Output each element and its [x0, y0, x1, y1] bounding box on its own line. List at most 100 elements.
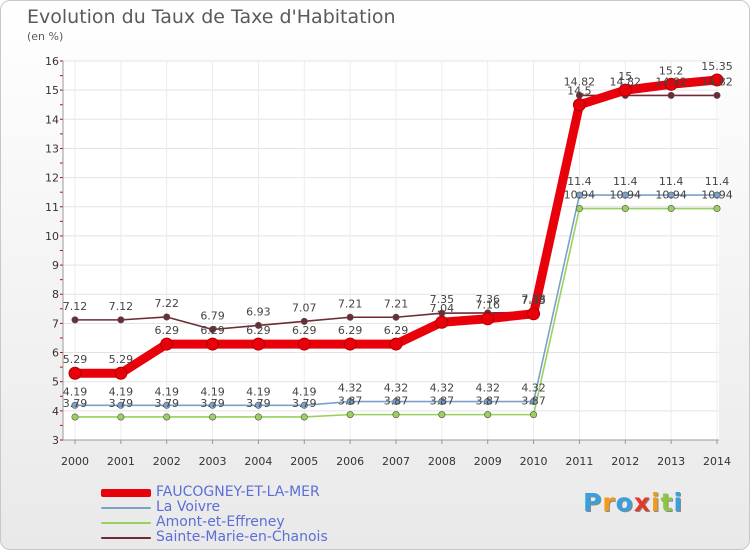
y-tick-label: 14	[45, 113, 59, 126]
data-label-amont-et-effreney: 3.79	[154, 397, 179, 410]
legend-swatch-amont	[101, 522, 151, 524]
data-label-faucogney-et-la-mer: 6.29	[200, 324, 225, 337]
data-label-sainte-marie-en-chanois: 14.82	[701, 75, 733, 88]
logo-letter: o	[615, 488, 634, 517]
data-label-amont-et-effreney: 3.87	[521, 395, 546, 408]
logo-letter: t	[660, 488, 674, 517]
data-point-amont-et-effreney	[713, 205, 721, 213]
data-point-amont-et-effreney	[575, 205, 583, 213]
data-label-la-voivre: 4.19	[200, 385, 225, 398]
data-point-la-voivre	[667, 191, 675, 199]
y-tick-label: 13	[45, 142, 59, 155]
data-label-la-voivre: 4.32	[384, 382, 409, 395]
data-label-la-voivre: 11.4	[705, 175, 730, 188]
data-label-layer: 5.29 5.29 6.29 6.29 6.29 6.29 6.29 6.29 7.04 7.16…	[63, 60, 733, 410]
data-point-amont-et-effreney	[163, 413, 171, 421]
x-tick-label: 2001	[107, 455, 135, 468]
y-tick-label: 5	[52, 376, 59, 389]
y-tick-label: 3	[52, 434, 59, 447]
data-label-sainte-marie-en-chanois: 14.82	[564, 75, 596, 88]
data-point-la-voivre	[209, 401, 217, 409]
data-label-amont-et-effreney: 10.94	[701, 189, 733, 202]
logo-letter: i	[673, 488, 684, 517]
data-label-sainte-marie-en-chanois: 6.93	[246, 305, 271, 318]
x-tick-label: 2000	[61, 455, 89, 468]
data-point-amont-et-effreney	[71, 413, 79, 421]
data-label-sainte-marie-en-chanois: 6.79	[200, 310, 225, 323]
y-axis-unit-label: (en %)	[27, 30, 64, 43]
data-label-faucogney-et-la-mer: 6.29	[384, 324, 409, 337]
x-tick-label: 2013	[657, 455, 685, 468]
data-point-sainte-marie-en-chanois	[71, 316, 79, 324]
data-label-amont-et-effreney: 3.79	[109, 397, 134, 410]
data-point-amont-et-effreney	[300, 413, 308, 421]
data-point-la-voivre	[346, 398, 354, 406]
x-tick-label: 2006	[336, 455, 364, 468]
data-label-faucogney-et-la-mer: 15	[618, 70, 632, 83]
data-point-faucogney-et-la-mer	[618, 83, 632, 97]
data-point-la-voivre	[300, 401, 308, 409]
data-label-amont-et-effreney: 3.87	[475, 395, 500, 408]
data-label-faucogney-et-la-mer: 6.29	[338, 324, 363, 337]
legend-swatch-sainte-marie	[101, 537, 151, 539]
data-label-sainte-marie-en-chanois: 7.36	[475, 293, 500, 306]
x-tick-label: 2011	[565, 455, 593, 468]
data-point-sainte-marie-en-chanois	[667, 91, 675, 99]
data-point-faucogney-et-la-mer	[297, 337, 311, 351]
data-point-faucogney-et-la-mer	[251, 337, 265, 351]
data-point-faucogney-et-la-mer	[160, 337, 174, 351]
data-label-amont-et-effreney: 3.79	[292, 397, 317, 410]
data-label-sainte-marie-en-chanois: 7.38	[521, 292, 546, 305]
y-tick-label: 9	[52, 259, 59, 272]
data-label-la-voivre: 4.19	[246, 385, 271, 398]
data-point-faucogney-et-la-mer	[710, 73, 724, 87]
data-point-sainte-marie-en-chanois	[117, 316, 125, 324]
data-label-sainte-marie-en-chanois: 14.82	[655, 75, 687, 88]
logo-letter: r	[602, 488, 616, 517]
data-label-faucogney-et-la-mer: 7.16	[475, 299, 500, 312]
x-tick-label: 2014	[703, 455, 731, 468]
data-point-la-voivre	[484, 398, 492, 406]
logo-letter: P	[583, 488, 603, 517]
data-label-sainte-marie-en-chanois: 7.12	[63, 300, 88, 313]
data-point-amont-et-effreney	[484, 411, 492, 419]
y-tick-label: 7	[52, 317, 59, 330]
x-tick-label: 2012	[611, 455, 639, 468]
data-label-amont-et-effreney: 3.79	[200, 397, 225, 410]
x-tick-label: 2004	[244, 455, 272, 468]
data-label-amont-et-effreney: 3.87	[384, 395, 409, 408]
proxiti-logo[interactable]: Proxiti	[583, 488, 683, 517]
data-point-amont-et-effreney	[530, 411, 538, 419]
data-label-faucogney-et-la-mer: 15.2	[659, 64, 684, 77]
x-tick-label: 2002	[153, 455, 181, 468]
data-point-sainte-marie-en-chanois	[300, 317, 308, 325]
data-point-faucogney-et-la-mer	[572, 98, 586, 112]
data-point-faucogney-et-la-mer	[664, 77, 678, 91]
data-label-la-voivre: 4.32	[475, 382, 500, 395]
data-label-amont-et-effreney: 3.79	[246, 397, 271, 410]
plot-area	[63, 61, 719, 440]
data-point-amont-et-effreney	[667, 205, 675, 213]
data-point-amont-et-effreney	[117, 413, 125, 421]
x-tick-label: 2005	[290, 455, 318, 468]
data-label-faucogney-et-la-mer: 7.33	[521, 294, 546, 307]
data-point-faucogney-et-la-mer	[114, 366, 128, 380]
data-point-amont-et-effreney	[254, 413, 262, 421]
data-label-la-voivre: 4.19	[154, 385, 179, 398]
data-point-amont-et-effreney	[392, 411, 400, 419]
data-label-faucogney-et-la-mer: 14.5	[567, 85, 592, 98]
data-label-sainte-marie-en-chanois: 14.82	[610, 75, 642, 88]
x-tick-label: 2008	[428, 455, 456, 468]
data-label-faucogney-et-la-mer: 6.29	[292, 324, 317, 337]
data-point-la-voivre	[621, 191, 629, 199]
data-label-faucogney-et-la-mer: 15.35	[701, 60, 733, 73]
logo-letter: i	[651, 488, 661, 517]
data-point-sainte-marie-en-chanois	[392, 313, 400, 321]
data-point-faucogney-et-la-mer	[389, 337, 403, 351]
data-point-la-voivre	[71, 401, 79, 409]
legend-label-la-voivre: La Voivre	[156, 499, 221, 515]
data-point-sainte-marie-en-chanois	[163, 313, 171, 321]
data-label-la-voivre: 11.4	[659, 175, 684, 188]
x-tick-label: 2007	[382, 455, 410, 468]
